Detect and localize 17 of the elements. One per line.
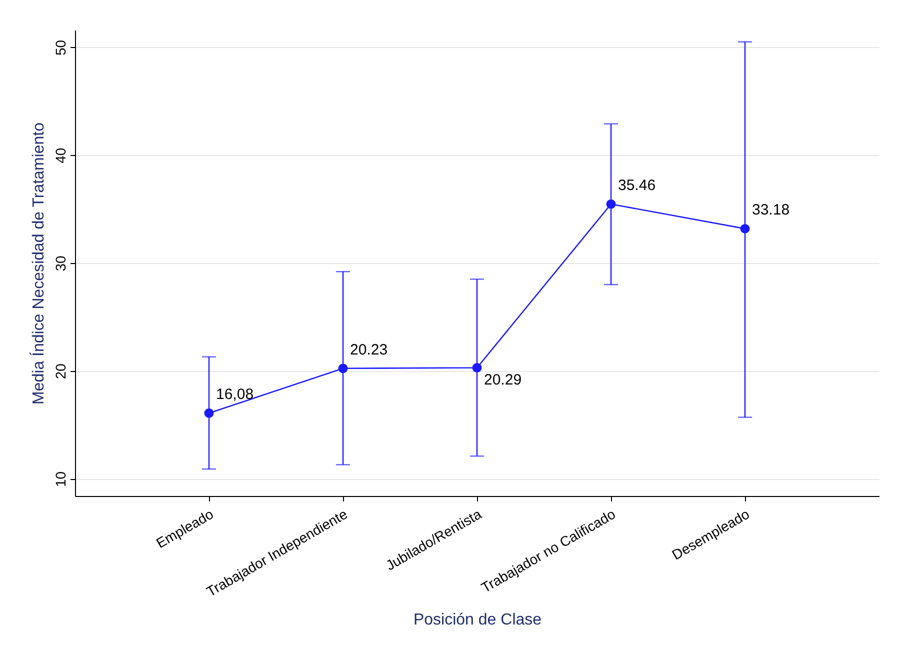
point — [606, 199, 616, 209]
point — [204, 408, 214, 418]
y-tick-label: 30 — [52, 256, 68, 272]
y-tick-label: 50 — [52, 40, 68, 56]
y-tick-label: 40 — [52, 148, 68, 164]
y-tick-label: 10 — [52, 471, 68, 488]
y-axis-title: Media Índice Necesidad de Tratamiento — [30, 122, 48, 404]
point — [472, 363, 482, 372]
data-label: 33.18 — [752, 202, 790, 219]
data-label: 16,08 — [216, 386, 254, 404]
data-label: 20.23 — [350, 341, 388, 358]
data-label: 35.46 — [618, 177, 656, 194]
point — [338, 364, 348, 374]
point — [740, 224, 750, 234]
x-axis-title: Posición de Clase — [413, 612, 542, 629]
y-tick-label: 20 — [52, 363, 68, 380]
data-label: 20.29 — [484, 372, 522, 389]
